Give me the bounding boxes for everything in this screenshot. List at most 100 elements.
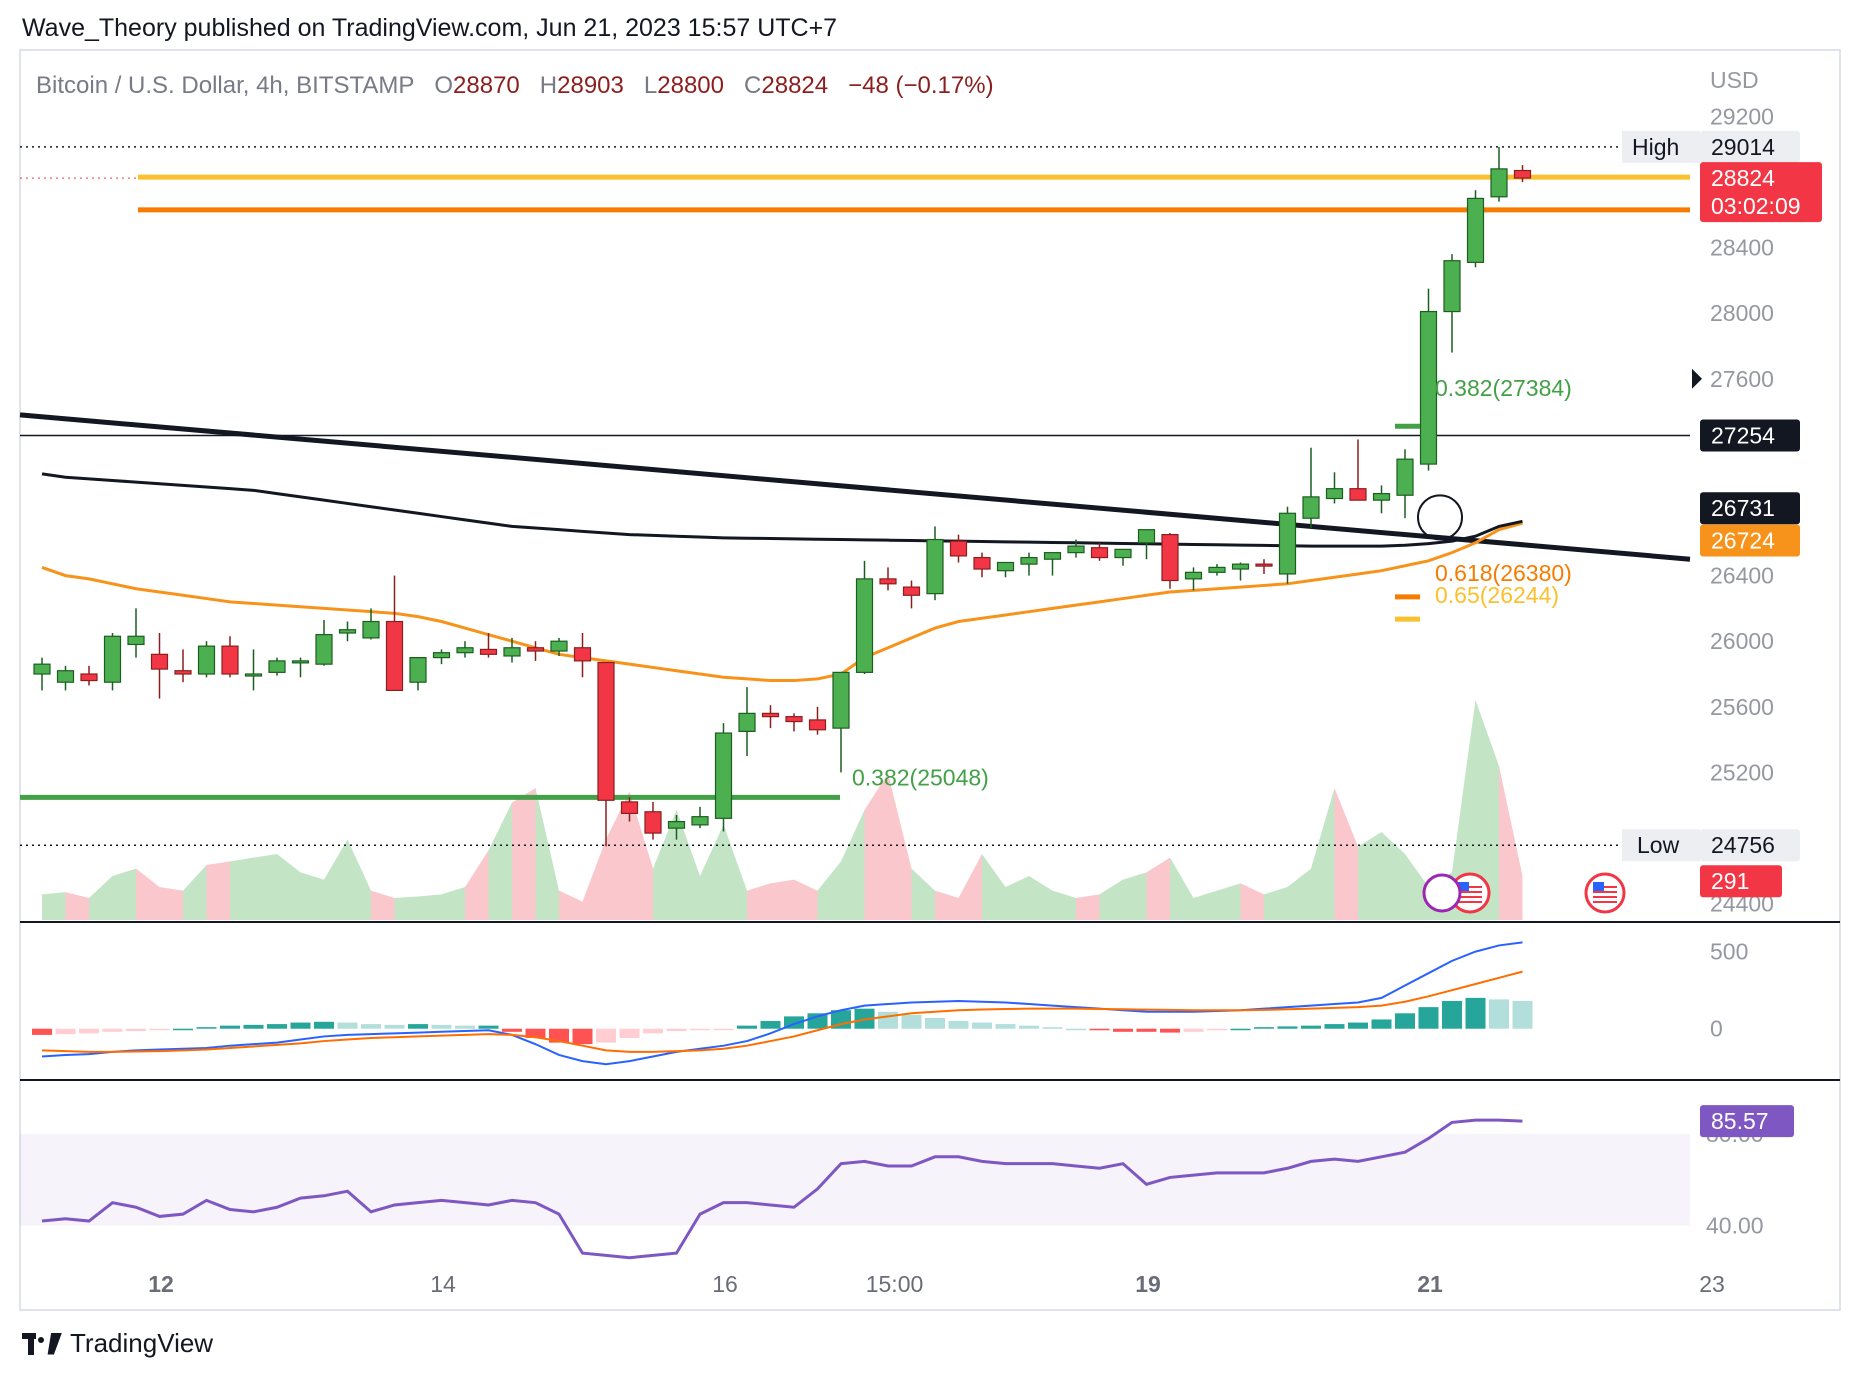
macd-histogram-bar (79, 1028, 99, 1034)
high-value: 28903 (557, 72, 624, 99)
tradingview-brand[interactable]: TradingView (22, 1328, 213, 1359)
candle-body (174, 670, 192, 675)
macd-histogram-bar (1042, 1027, 1063, 1029)
volume-area-segment (559, 890, 583, 920)
price-tick-label: 26400 (1710, 563, 1774, 589)
macd-tick-label: 500 (1710, 939, 1748, 965)
volume-area-segment (723, 824, 747, 920)
macd-histogram-bar (1512, 1000, 1533, 1029)
candle-body (1161, 533, 1179, 582)
candle-body (1020, 556, 1038, 565)
macd-histogram-bar (478, 1025, 499, 1029)
volume-area-segment (112, 868, 136, 920)
open-value: 28870 (453, 72, 520, 99)
level-27254-badge-bg (1700, 419, 1800, 452)
high-tag-bg (1622, 130, 1700, 163)
candle-body (1372, 493, 1391, 501)
price-tick-label: 28000 (1710, 300, 1774, 326)
volume-area-segment (488, 802, 512, 920)
macd-histogram-bar (737, 1025, 757, 1029)
price-axis[interactable]: USD2440025200256002600026400276002800028… (1622, 67, 1822, 917)
candle-body (1466, 197, 1485, 263)
candle-body (996, 561, 1015, 572)
macd-histogram-bar (1277, 1026, 1298, 1029)
candle-body (1067, 545, 1085, 554)
rsi-value-badge: 85.57 (1711, 1108, 1769, 1134)
candle-body (926, 538, 944, 595)
descending-trendline (19, 412, 1691, 562)
time-tick-label: 15:00 (866, 1271, 924, 1297)
macd-histogram-bar (1348, 1022, 1368, 1029)
candle-body (808, 719, 827, 731)
volume-area-segment (465, 850, 489, 920)
candle-body (33, 663, 51, 675)
macd-pane[interactable]: 0 500 (32, 939, 1748, 1066)
volume-area-segment (1146, 857, 1170, 920)
candle-body (150, 653, 169, 670)
macd-histogram-bar (525, 1028, 546, 1038)
volume-area-segment (1123, 872, 1147, 920)
macd-tick-label: 0 (1710, 1016, 1723, 1042)
candle-body (1349, 488, 1367, 501)
macd-histogram-bar (948, 1021, 969, 1029)
volume-area-segment (1170, 857, 1194, 920)
volume-area-segment (700, 824, 724, 920)
fib-label: 0.382(25048) (852, 764, 989, 790)
candle-body (80, 673, 98, 682)
close-value: 28824 (761, 72, 829, 99)
candle-body (338, 629, 357, 634)
macd-histogram-bar (431, 1024, 452, 1029)
volume-area-segment (512, 788, 536, 920)
macd-histogram-bar (408, 1024, 428, 1029)
currency-label: USD (1710, 67, 1759, 93)
macd-histogram-bar (713, 1028, 734, 1031)
candle-body (644, 811, 662, 834)
current-price-badge: 28824 (1711, 165, 1775, 191)
candle-body (315, 634, 333, 665)
macd-histogram-bar (596, 1028, 616, 1043)
volume-area-segment (982, 854, 1006, 920)
time-tick-label: 19 (1135, 1271, 1161, 1297)
candle-body (127, 635, 145, 646)
volume-area-segment (1287, 868, 1311, 920)
price-tick-label: 25600 (1710, 694, 1774, 720)
candle-body (714, 732, 733, 819)
volume-area-segment (1475, 700, 1499, 920)
time-axis[interactable]: 12 14 16 15:00 19 21 23 (148, 1271, 1725, 1297)
candle-body (1114, 548, 1132, 559)
candle-body (409, 656, 427, 683)
price-pane[interactable]: 0.382(27384) 0.618(26380)0.65(26244) 0.382… (19, 146, 1691, 920)
macd-histogram-bar (173, 1028, 193, 1031)
candle-body (597, 661, 615, 801)
ema-line (41, 521, 1523, 683)
candle-body (691, 816, 709, 826)
candle-body (1231, 563, 1250, 570)
volume-area-segment (1052, 890, 1076, 920)
candle-body (902, 586, 921, 596)
chart-frame (19, 49, 1841, 1311)
macd-histogram-bar (1418, 1007, 1439, 1029)
ma-line (41, 472, 1523, 548)
high-price-badge: 29014 (1711, 134, 1775, 160)
macd-histogram-bar (1230, 1028, 1251, 1031)
flag-canton (1593, 882, 1604, 891)
macd-histogram-bar (1254, 1027, 1274, 1029)
macd-histogram-bar (901, 1014, 922, 1029)
volume-badge: 291 (1711, 868, 1749, 894)
macd-histogram-bar (643, 1028, 663, 1034)
macd-histogram-bar (1089, 1028, 1110, 1031)
volume-area-segment (1358, 832, 1382, 920)
candle-body (479, 648, 498, 655)
price-tick-label: 29200 (1710, 103, 1774, 129)
candle-body (244, 673, 263, 677)
macd-histogram-bar (337, 1022, 358, 1029)
ma-value-badge-bg (1700, 492, 1800, 525)
volume-area-segment (911, 868, 935, 920)
time-tick-label: 16 (712, 1271, 738, 1297)
macd-histogram-bar (220, 1025, 240, 1029)
volume-area-segment (371, 890, 395, 920)
candle-body (221, 645, 239, 675)
volume-area-segment (1499, 766, 1523, 920)
